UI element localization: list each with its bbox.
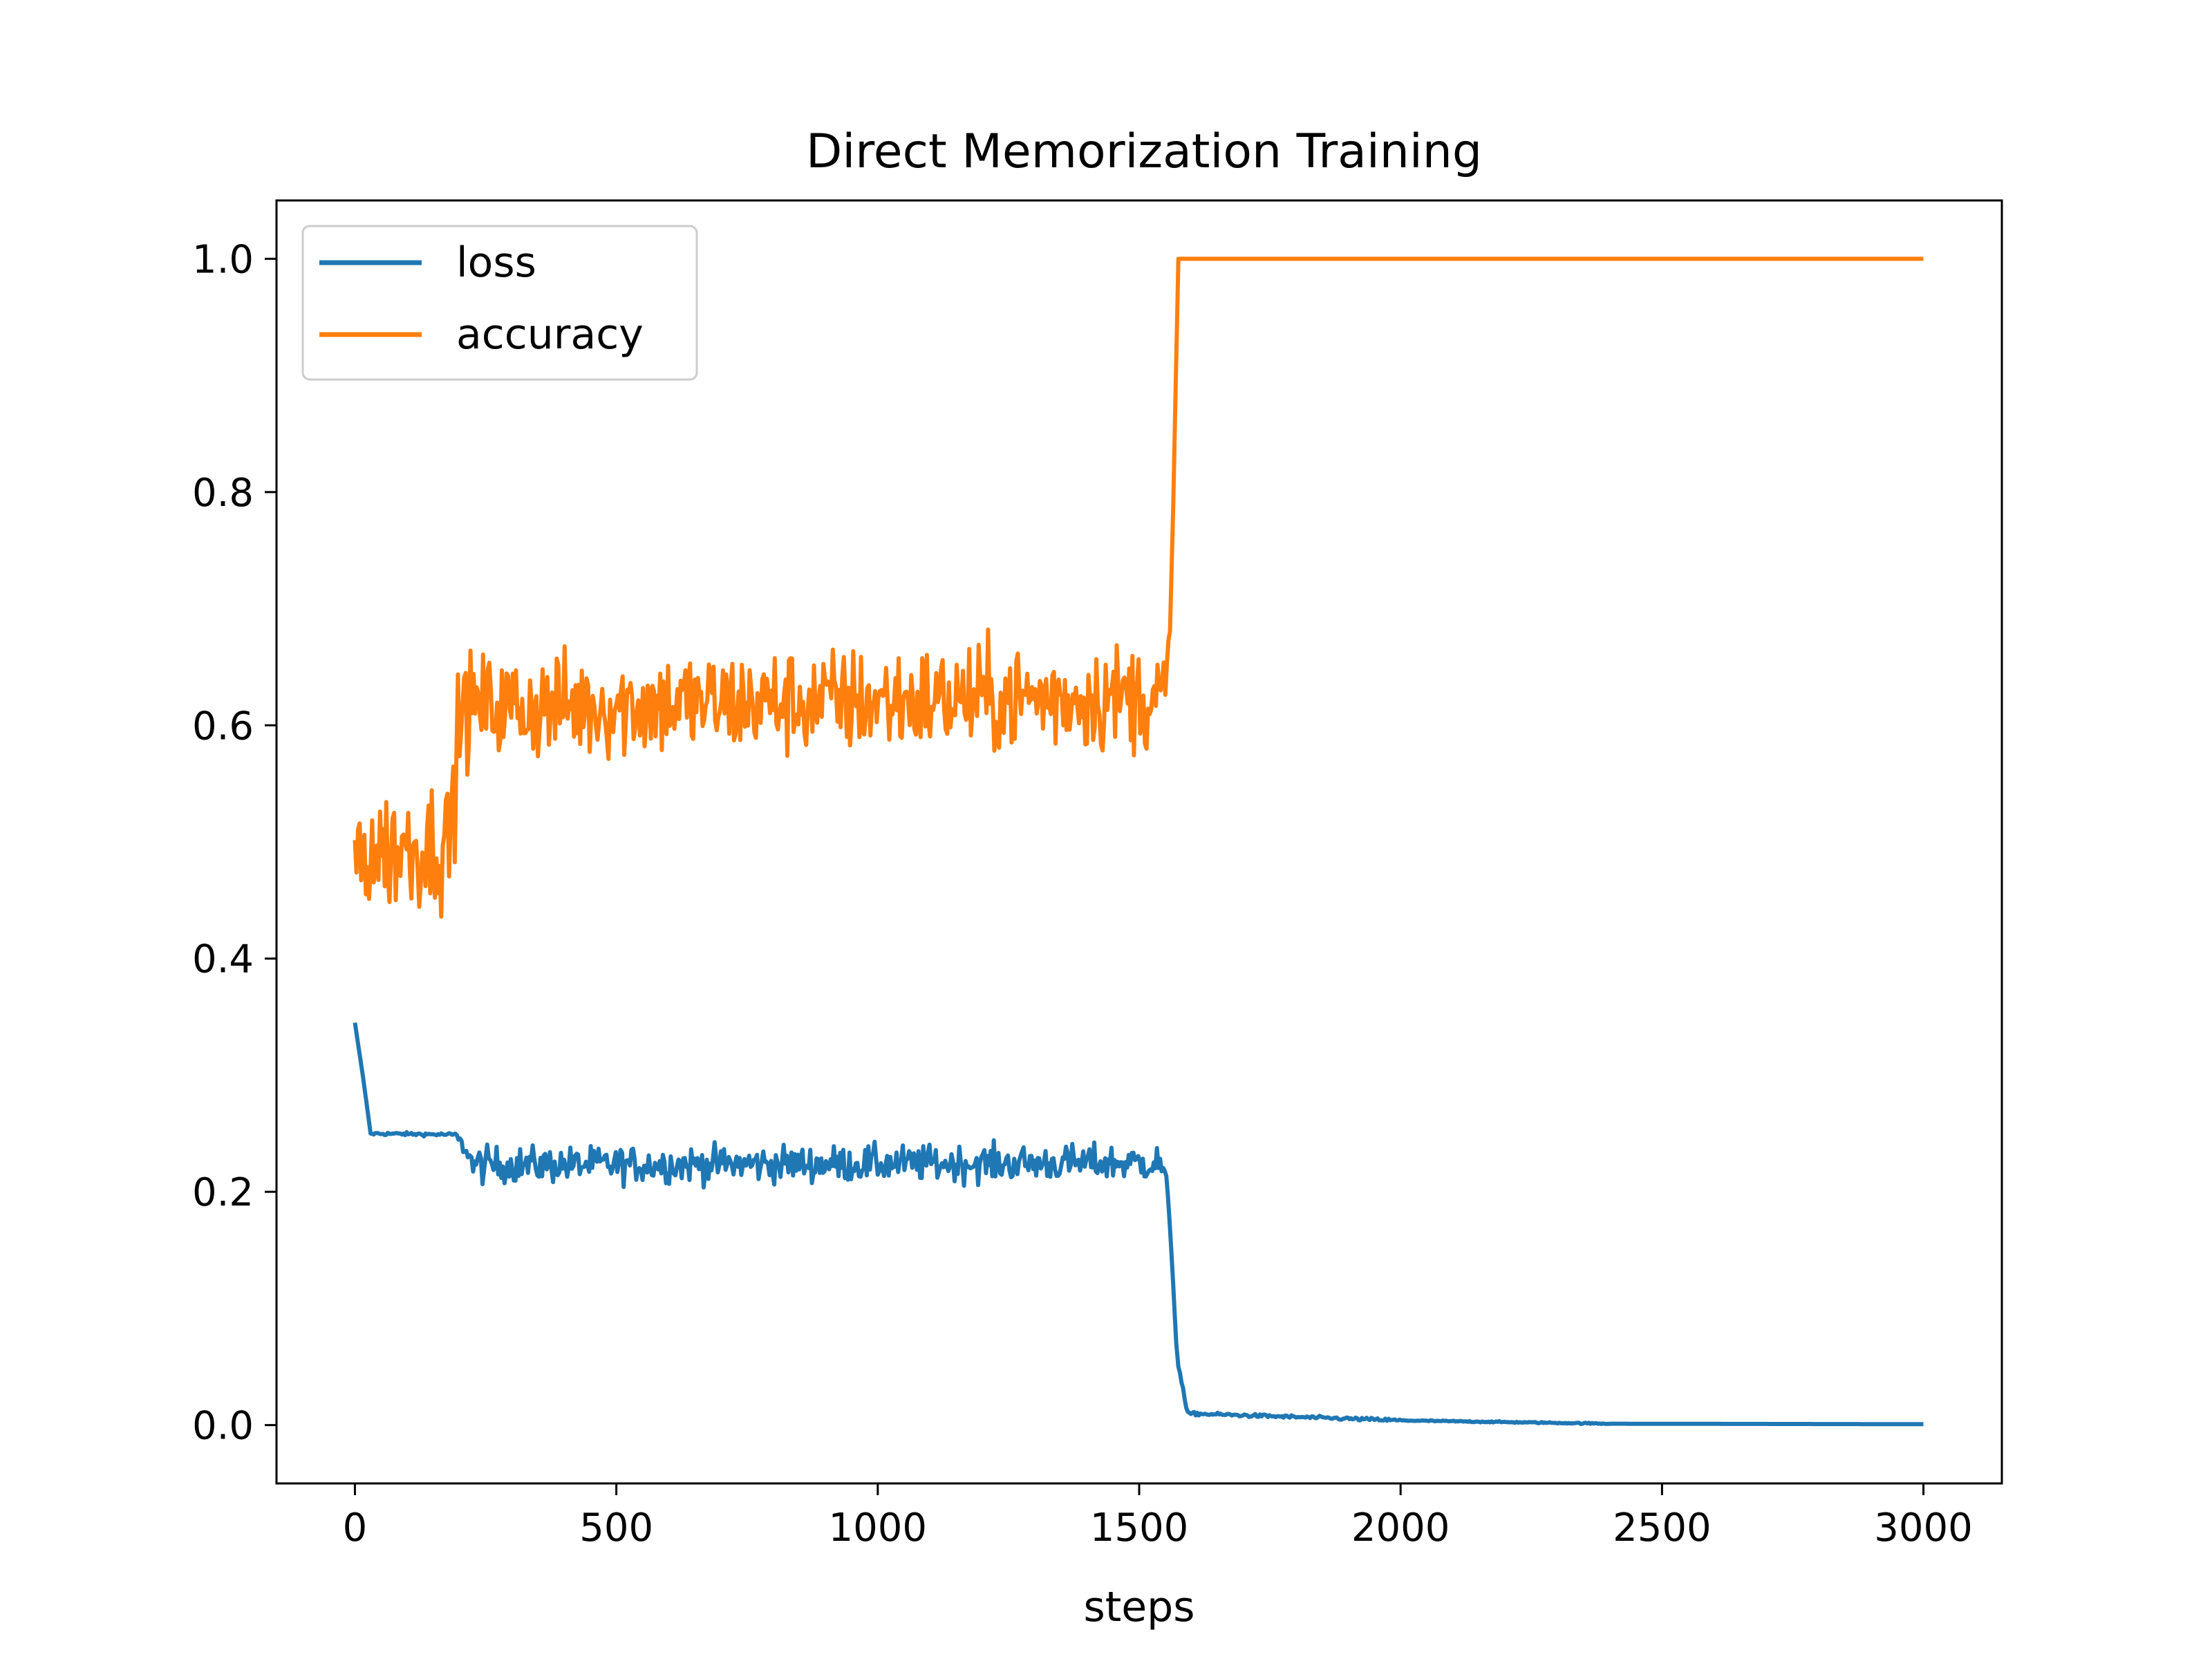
legend-label-accuracy: accuracy bbox=[456, 310, 644, 359]
x-axis-label: steps bbox=[1083, 1583, 1194, 1631]
series-line-loss bbox=[353, 1022, 1924, 1427]
y-tick-label: 0.2 bbox=[192, 1170, 254, 1215]
y-tick-label: 0.0 bbox=[192, 1404, 254, 1449]
y-axis: 0.0 0.2 0.4 0.6 0.8 1.0 bbox=[192, 237, 276, 1449]
x-tick-label: 1000 bbox=[829, 1506, 928, 1550]
x-tick-label: 1500 bbox=[1090, 1506, 1189, 1550]
series-line-accuracy bbox=[353, 256, 1924, 919]
x-tick-label: 2500 bbox=[1613, 1506, 1712, 1550]
y-tick-label: 0.6 bbox=[192, 704, 254, 749]
y-tick-label: 0.8 bbox=[192, 471, 254, 516]
x-tick-label: 0 bbox=[343, 1506, 368, 1550]
x-tick-label: 2000 bbox=[1351, 1506, 1450, 1550]
legend: loss accuracy bbox=[301, 225, 698, 381]
series-layer bbox=[353, 256, 1924, 1427]
x-tick-label: 500 bbox=[579, 1506, 653, 1550]
chart-title: Direct Memorization Training bbox=[806, 124, 1482, 179]
legend-label-loss: loss bbox=[456, 238, 536, 287]
y-tick-label: 0.4 bbox=[192, 937, 254, 982]
x-axis: 0 500 1000 1500 2000 2500 3000 bbox=[343, 1483, 1973, 1550]
x-tick-label: 3000 bbox=[1874, 1506, 1973, 1550]
y-tick-label: 1.0 bbox=[192, 237, 254, 282]
